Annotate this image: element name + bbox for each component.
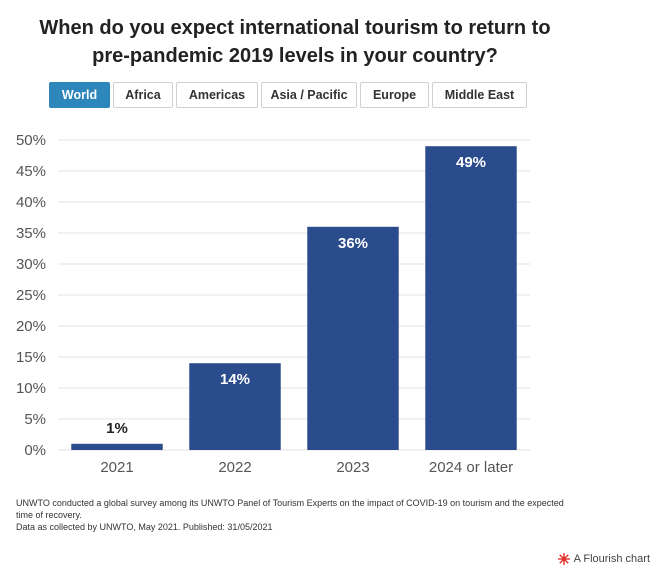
flourish-logo-icon — [557, 553, 570, 565]
footnote: UNWTO conducted a global survey among it… — [16, 497, 576, 533]
y-tick-label: 5% — [24, 411, 46, 428]
x-tick-label: 2022 — [218, 459, 251, 476]
x-tick-label: 2021 — [100, 459, 133, 476]
tab-asia-pacific[interactable]: Asia / Pacific — [261, 82, 357, 108]
bar-value-label: 14% — [220, 371, 250, 388]
y-tick-label: 30% — [16, 256, 46, 273]
footnote-source: Data as collected by UNWTO, May 2021. Pu… — [16, 522, 273, 532]
region-tabs: World Africa Americas Asia / Pacific Eur… — [49, 82, 530, 108]
y-tick-label: 0% — [24, 442, 46, 459]
chart-title: When do you expect international tourism… — [0, 14, 590, 70]
y-tick-label: 50% — [16, 132, 46, 149]
y-tick-label: 15% — [16, 349, 46, 366]
footnote-survey: UNWTO conducted a global survey among it… — [16, 498, 564, 520]
tab-middle-east[interactable]: Middle East — [432, 82, 527, 108]
y-tick-label: 10% — [16, 380, 46, 397]
bar-value-label: 1% — [106, 420, 128, 437]
bar[interactable] — [71, 443, 163, 450]
bar-chart: 0% 5% 10% 15% 20% 25% 30% 35% 40% 45% 50% 1% 14% 36%… — [16, 132, 530, 476]
bar[interactable] — [307, 226, 399, 450]
y-axis: 0% 5% 10% 15% 20% 25% 30% 35% 40% 45% 50% — [16, 132, 46, 459]
y-tick-label: 45% — [16, 163, 46, 180]
bar[interactable] — [425, 146, 517, 450]
bar[interactable] — [189, 363, 281, 450]
credit-label: A Flourish chart — [573, 553, 650, 565]
tab-americas[interactable]: Americas — [176, 82, 258, 108]
tab-africa[interactable]: Africa — [113, 82, 173, 108]
y-tick-label: 20% — [16, 318, 46, 335]
chart-title-line-1: When do you expect international tourism… — [39, 17, 551, 39]
y-tick-label: 25% — [16, 287, 46, 304]
flourish-credit[interactable]: A Flourish chart — [557, 553, 650, 565]
tab-world[interactable]: World — [49, 82, 110, 108]
y-tick-label: 40% — [16, 194, 46, 211]
y-tick-label: 35% — [16, 225, 46, 242]
x-tick-label: 2024 or later — [429, 459, 513, 476]
bar-value-label: 36% — [338, 235, 368, 252]
bars: 1% 14% 36% 49% — [71, 146, 517, 450]
x-tick-label: 2023 — [336, 459, 369, 476]
tab-europe[interactable]: Europe — [360, 82, 429, 108]
bar-value-label: 49% — [456, 154, 486, 171]
x-axis: 2021 2022 2023 2024 or later — [100, 459, 513, 476]
chart-title-line-2: pre-pandemic 2019 levels in your country… — [92, 45, 498, 67]
